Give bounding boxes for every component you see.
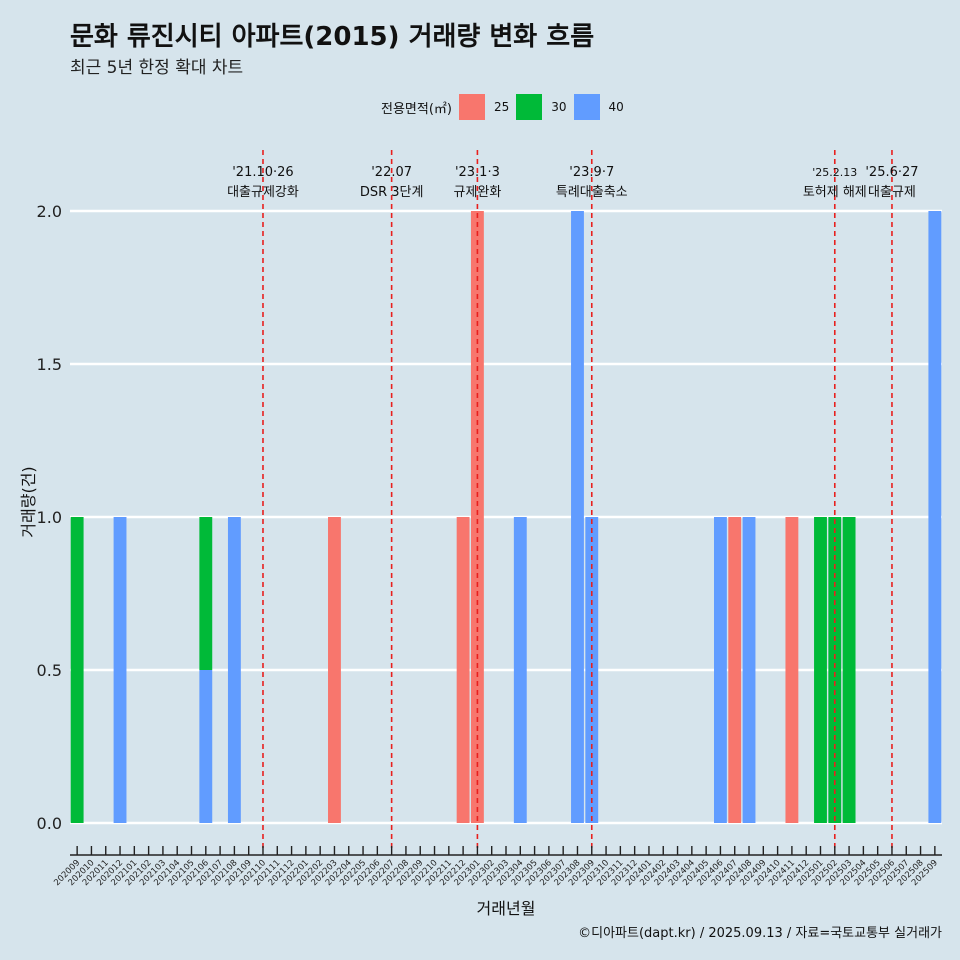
event-label-202506: 대출규제 (868, 185, 916, 200)
credit: ©디아파트(dapt.kr) / 2025.09.13 / 자료=국토교통부 실… (578, 926, 942, 941)
bar-40-202012 (113, 517, 127, 823)
bar-40-202509 (928, 211, 942, 823)
bar-40-202309 (585, 517, 599, 823)
legend-swatch-25 (458, 94, 485, 120)
legend-label-40: 40 (608, 100, 624, 114)
chart-title: 문화 류진시티 아파트(2015) 거래량 변화 흐름 (70, 22, 595, 52)
bar-25-202301 (470, 211, 484, 823)
y-tick-label: 1.0 (37, 508, 62, 527)
bar-30-202501 (814, 517, 827, 823)
legend-item-25: 25 (458, 94, 510, 120)
bar-40-202108 (227, 517, 241, 823)
bar-40-202304 (513, 517, 527, 823)
event-date-202301: '23.1·3 (455, 165, 500, 180)
bar-40-202406 (713, 517, 727, 823)
event-date-202502: '25.2.13 (812, 166, 857, 179)
bar-25-202212 (456, 517, 470, 823)
bar-30-202009 (70, 517, 84, 823)
legend-swatch-40 (573, 94, 600, 120)
bar-30-202502 (828, 517, 842, 823)
event-date-202506: '25.6·27 (865, 165, 918, 180)
legend: 전용면적(㎡) 25 30 40 (381, 93, 631, 121)
legend-label-25: 25 (493, 100, 510, 114)
legend-swatch-30 (516, 94, 543, 120)
y-tick-label: 0.0 (37, 814, 62, 833)
bar-30-202503 (842, 517, 856, 823)
y-tick-label: 1.5 (37, 355, 62, 374)
legend-title: 전용면적(㎡) (381, 101, 452, 117)
event-date-202110: '21.10·26 (232, 165, 293, 180)
event-label-202301: 규제완화 (453, 185, 501, 200)
y-tick-label: 2.0 (37, 202, 62, 221)
chart-subtitle: 최근 5년 한정 확대 차트 (70, 58, 244, 78)
legend-item-40: 40 (573, 94, 624, 120)
y-tick-label: 0.5 (37, 661, 62, 680)
y-axis-title: 거래량(건) (19, 466, 38, 537)
legend-label-30: 30 (551, 100, 567, 114)
bar-40-202408 (742, 517, 756, 823)
bar-40-202308 (571, 211, 584, 823)
event-label-202207: DSR 3단계 (360, 185, 424, 200)
bar-40-202106 (199, 670, 213, 823)
event-date-202309: '23.9·7 (569, 165, 614, 180)
bar-25-202407 (728, 517, 742, 823)
bar-30-202106 (199, 517, 213, 670)
x-axis-title: 거래년월 (477, 899, 536, 918)
event-date-202207: '22.07 (371, 165, 412, 180)
event-label-202502: 토허제 해제 (803, 185, 867, 200)
event-label-202309: 특례대출축소 (556, 185, 628, 200)
event-label-202110: 대출규제강화 (227, 185, 299, 200)
legend-item-30: 30 (516, 94, 567, 120)
bar-25-202203 (328, 517, 341, 823)
bar-25-202411 (785, 517, 799, 823)
